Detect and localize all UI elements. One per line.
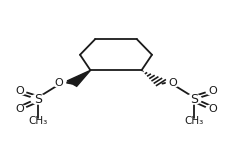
Text: O: O — [55, 78, 63, 88]
Circle shape — [13, 87, 26, 95]
Circle shape — [52, 79, 65, 87]
Text: S: S — [189, 93, 197, 106]
Circle shape — [166, 79, 179, 87]
Polygon shape — [67, 70, 90, 86]
Text: CH₃: CH₃ — [183, 116, 202, 126]
Text: O: O — [207, 86, 216, 96]
Circle shape — [185, 94, 201, 104]
Circle shape — [205, 87, 218, 95]
Text: O: O — [15, 86, 24, 96]
Text: S: S — [34, 93, 42, 106]
Text: CH₃: CH₃ — [29, 116, 48, 126]
Circle shape — [205, 105, 218, 113]
Circle shape — [30, 94, 46, 104]
Text: O: O — [207, 104, 216, 114]
Text: O: O — [15, 104, 24, 114]
Circle shape — [13, 105, 26, 113]
Text: O: O — [168, 78, 176, 88]
